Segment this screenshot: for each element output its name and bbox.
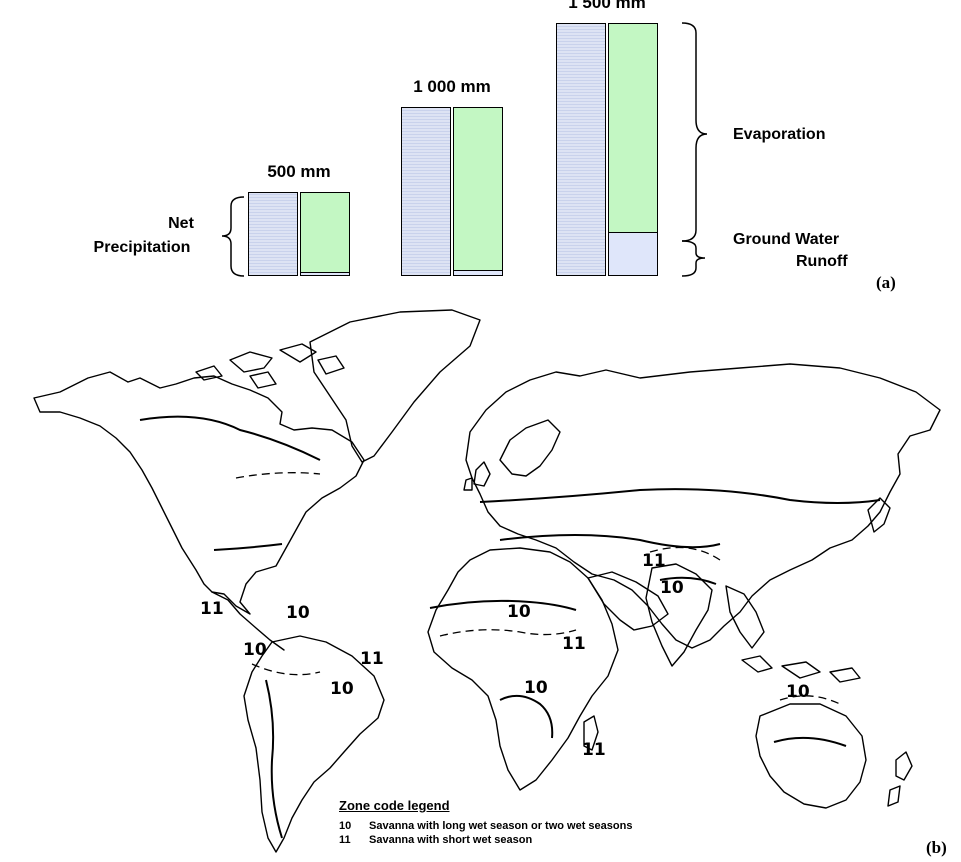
bar-group-label: 1 000 mm xyxy=(413,77,491,97)
greenland-outline xyxy=(309,309,481,463)
legend-title: Zone code legend xyxy=(339,798,450,813)
zone-label-11-india: 11 xyxy=(642,551,666,571)
legend-code-10: 10 xyxy=(339,820,352,832)
southeast-asia-outline xyxy=(725,585,765,649)
zone-boundaries xyxy=(139,415,881,839)
arctic-islands xyxy=(195,343,345,389)
indonesia-outline xyxy=(741,655,861,683)
bar-group-label: 500 mm xyxy=(267,161,331,181)
evaporation-runoff-bar xyxy=(453,107,503,276)
evaporation-brace xyxy=(681,22,708,242)
north-america-outline xyxy=(33,371,365,615)
ground-water-runoff-segment xyxy=(609,231,657,275)
net-precipitation-bar xyxy=(248,191,298,276)
zone-label-10-andes: 10 xyxy=(243,640,267,660)
net-label-line1: Net xyxy=(168,215,194,232)
new-zealand-outline xyxy=(887,751,913,807)
runoff-label-line1: Ground Water xyxy=(733,231,840,248)
bar-group-label: 1 500 mm xyxy=(568,0,646,12)
evaporation-runoff-bar xyxy=(608,23,658,276)
eurasia-outline xyxy=(465,363,941,649)
zone-label-11-east-africa: 11 xyxy=(562,634,586,654)
zone-label-10-sahel: 10 xyxy=(507,602,531,622)
runoff-label-line2: Runoff xyxy=(796,253,848,270)
legend-text-11: Savanna with short wet season xyxy=(369,834,533,846)
japan-outline xyxy=(867,497,891,533)
zone-label-10-australia: 10 xyxy=(786,682,810,702)
british-isles-outline xyxy=(463,461,491,491)
australia-outline xyxy=(755,703,867,809)
ground-water-runoff-segment xyxy=(454,269,502,275)
scandinavia-outline xyxy=(499,419,561,477)
arabia-outline xyxy=(587,571,669,631)
evaporation-runoff-bar xyxy=(300,191,350,276)
legend-code-11: 11 xyxy=(339,834,351,846)
zone-label-11-madagascar: 11 xyxy=(582,740,606,760)
net-precipitation-bar xyxy=(401,107,451,276)
zone-label-10-southern-africa: 10 xyxy=(524,678,548,698)
panel-a-label: (a) xyxy=(876,273,896,292)
net-label-line2: Precipitation xyxy=(93,239,191,256)
evaporation-label: Evaporation xyxy=(733,126,826,143)
zone-label-10-brazil: 10 xyxy=(330,679,354,699)
net-precipitation-bar xyxy=(556,23,606,276)
panel-b-label: (b) xyxy=(926,838,947,857)
runoff-brace xyxy=(681,240,706,277)
ground-water-runoff-segment xyxy=(301,271,349,275)
zone-label-11-brazil: 11 xyxy=(360,649,384,669)
legend-text-10: Savanna with long wet season or two wet … xyxy=(369,820,633,832)
dashed-boundaries xyxy=(235,472,841,705)
zone-label-11-central-america: 11 xyxy=(200,599,224,619)
zone-label-10-caribbean: 10 xyxy=(286,603,310,623)
zone-label-10-india: 10 xyxy=(660,578,684,598)
